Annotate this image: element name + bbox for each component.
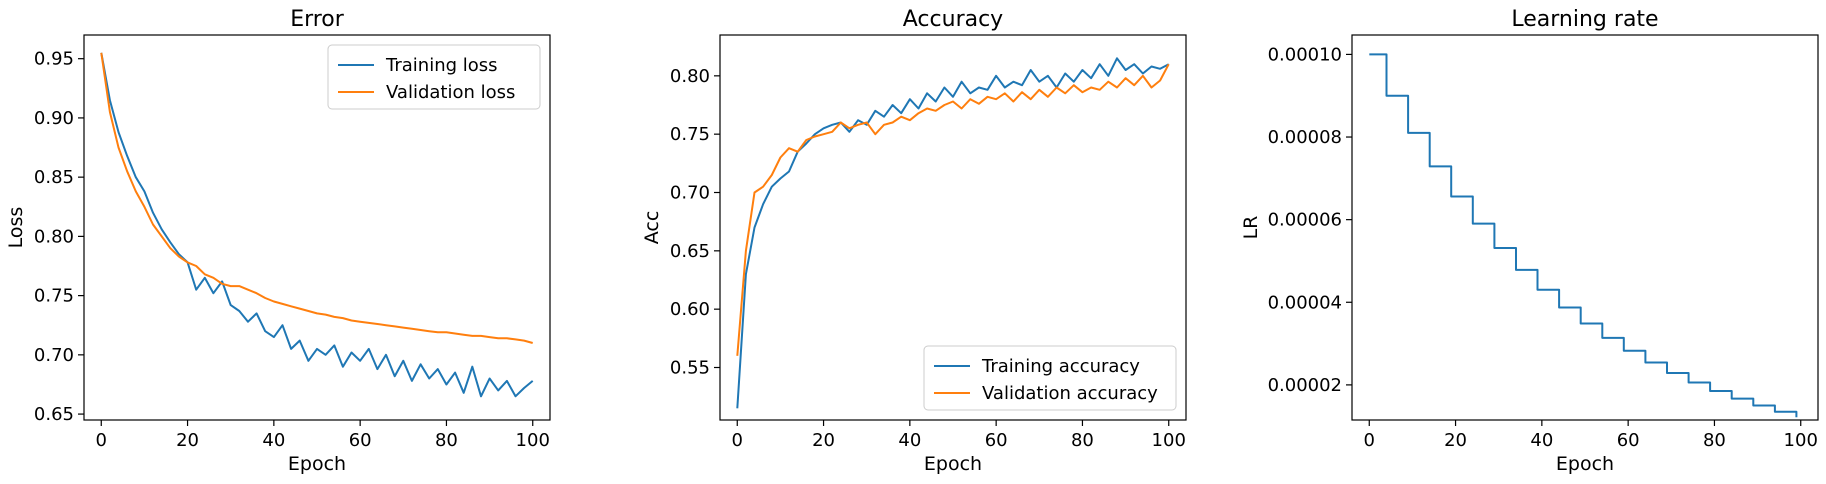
x-tick-label: 0: [96, 430, 107, 451]
plot-frame: [719, 34, 1187, 421]
y-tick-label: 0.00008: [1268, 127, 1342, 148]
x-tick-label: 60: [1617, 430, 1640, 451]
x-tick-label: 40: [898, 430, 921, 451]
x-tick-label: 80: [435, 430, 458, 451]
chart-title: Error: [290, 7, 345, 32]
x-tick-label: 80: [1703, 430, 1726, 451]
plot-frame: [83, 34, 551, 421]
series-line-training-accuracy: [736, 57, 1170, 409]
y-axis-label: LR: [1240, 216, 1262, 240]
y-tick-label: 0.70: [670, 183, 710, 204]
panel-accuracy: Accuracy 0 20 40 60 80 100 0.55 0.60 0.65 0.70 0.75…: [641, 7, 1187, 475]
series-line-validation-accuracy: [736, 63, 1170, 356]
y-tick-label: 0.75: [34, 286, 74, 307]
legend-box: [327, 44, 541, 110]
x-tick-label: 100: [1152, 430, 1186, 451]
legend: Training loss Validation loss: [327, 44, 541, 110]
x-tick-label: 80: [1071, 430, 1094, 451]
x-tick-label: 20: [812, 430, 835, 451]
x-tick-label: 60: [349, 430, 372, 451]
x-tick-label: 20: [1444, 430, 1467, 451]
series-line-validation-loss: [100, 52, 533, 344]
x-axis-label: Epoch: [1556, 453, 1614, 475]
y-tick-label: 0.65: [670, 241, 710, 262]
y-tick-label: 0.60: [670, 299, 710, 320]
series-line-training-loss: [100, 52, 534, 398]
chart-title: Accuracy: [903, 7, 1003, 32]
x-axis-label: Epoch: [924, 453, 982, 475]
y-tick-label: 0.80: [34, 226, 74, 247]
legend-box: [923, 345, 1177, 411]
x-tick-label: 40: [1530, 430, 1553, 451]
legend-label: Validation loss: [386, 82, 515, 103]
x-tick-label: 0: [1364, 430, 1375, 451]
legend-label: Training accuracy: [981, 356, 1140, 377]
y-tick-label: 0.70: [34, 345, 74, 366]
x-axis-label: Epoch: [288, 453, 346, 475]
panel-error: Error 0 20 40 60 80 100 0.65 0.70 0.75 0.80 0.85 0.9…: [5, 7, 551, 475]
x-tick-label: 20: [176, 430, 199, 451]
y-tick-label: 0.00004: [1268, 292, 1342, 313]
legend: Training accuracy Validation accuracy: [923, 345, 1177, 411]
y-tick-label: 0.00002: [1268, 375, 1342, 396]
x-tick-label: 100: [516, 430, 550, 451]
chart-title: Learning rate: [1511, 7, 1658, 32]
y-axis-label: Acc: [641, 211, 663, 245]
y-tick-label: 0.80: [670, 66, 710, 87]
x-tick-label: 40: [262, 430, 285, 451]
panel-learning-rate: Learning rate 0 20 40 60 80 100 0.00002 0.00004 0…: [1240, 7, 1819, 475]
y-tick-label: 0.65: [34, 404, 74, 425]
y-tick-label: 0.85: [34, 167, 74, 188]
y-tick-label: 0.00006: [1268, 210, 1342, 231]
x-tick-label: 100: [1784, 430, 1818, 451]
x-tick-label: 60: [985, 430, 1008, 451]
legend-label: Validation accuracy: [982, 383, 1158, 404]
legend-label: Training loss: [385, 55, 498, 76]
y-tick-label: 0.00010: [1268, 44, 1342, 65]
series-line-learning-rate: [1369, 53, 1798, 418]
y-tick-label: 0.55: [670, 358, 710, 379]
x-tick-label: 0: [732, 430, 743, 451]
y-tick-label: 0.75: [670, 124, 710, 145]
y-tick-label: 0.95: [34, 49, 74, 70]
y-axis-label: Loss: [5, 207, 27, 249]
y-tick-label: 0.90: [34, 108, 74, 129]
plot-frame: [1351, 34, 1819, 421]
